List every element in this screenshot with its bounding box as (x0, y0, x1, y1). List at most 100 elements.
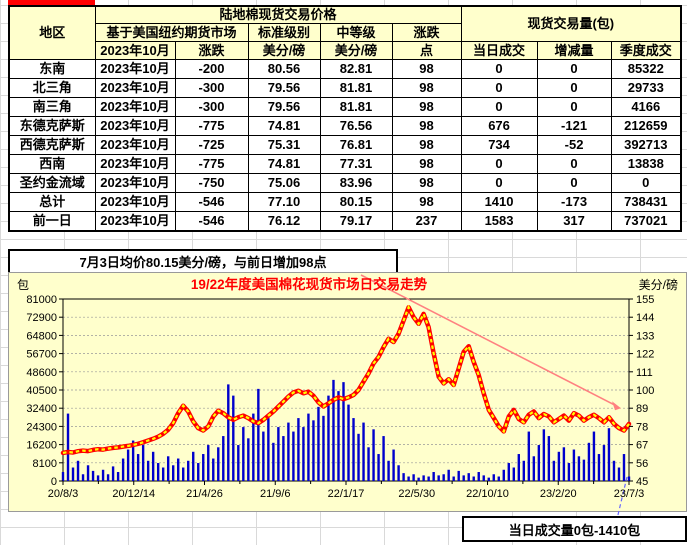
quarterly-volume-cell[interactable]: 13838 (610, 154, 682, 174)
standard-price-cell[interactable]: 77.10 (247, 192, 321, 212)
region-cell[interactable]: 前一日 (8, 211, 96, 232)
header-points[interactable]: 点 (391, 41, 462, 60)
header-middle[interactable]: 中等级 (319, 23, 393, 42)
month-cell[interactable]: 2023年10月 (94, 116, 176, 136)
month-cell[interactable]: 2023年10月 (94, 192, 176, 212)
middle-price-cell[interactable]: 81.81 (319, 97, 393, 117)
header-change[interactable]: 涨跌 (391, 23, 462, 42)
change-cell[interactable]: -300 (174, 78, 249, 98)
month-cell[interactable]: 2023年10月 (94, 154, 176, 174)
standard-price-cell[interactable]: 74.81 (247, 154, 321, 174)
change-cell[interactable]: -200 (174, 59, 249, 79)
quarterly-volume-cell[interactable]: 737021 (610, 211, 682, 232)
standard-price-cell[interactable]: 76.12 (247, 211, 321, 232)
points-cell[interactable]: 98 (391, 173, 462, 193)
points-cell[interactable]: 98 (391, 135, 462, 155)
delta-cell[interactable]: 0 (536, 97, 612, 117)
daily-volume-cell[interactable]: 734 (460, 135, 538, 155)
daily-volume-cell[interactable]: 1583 (460, 211, 538, 232)
region-cell[interactable]: 北三角 (8, 78, 96, 98)
region-cell[interactable]: 东南 (8, 59, 96, 79)
quarterly-volume-cell[interactable]: 0 (610, 173, 682, 193)
middle-price-cell[interactable]: 77.31 (319, 154, 393, 174)
month-cell[interactable]: 2023年10月 (94, 59, 176, 79)
delta-cell[interactable]: -121 (536, 116, 612, 136)
daily-volume-cell[interactable]: 676 (460, 116, 538, 136)
quarterly-volume-cell[interactable]: 29733 (610, 78, 682, 98)
chart-canvas[interactable]: 0 8100 16200 24300 32400 40500 48600 56700 64800… (9, 273, 686, 520)
points-cell[interactable]: 98 (391, 192, 462, 212)
delta-cell[interactable]: -173 (536, 192, 612, 212)
header-cents[interactable]: 美分/磅 (247, 41, 321, 60)
header-change2[interactable]: 涨跌 (174, 41, 249, 60)
quarterly-volume-cell[interactable]: 4166 (610, 97, 682, 117)
average-price-note[interactable]: 7月3日均价80.15美分/磅，与前日增加98点 (8, 249, 398, 274)
header-daily[interactable]: 当日成交 (460, 41, 538, 60)
quarterly-volume-cell[interactable]: 85322 (610, 59, 682, 79)
delta-cell[interactable]: 0 (536, 59, 612, 79)
daily-volume-cell[interactable]: 1410 (460, 192, 538, 212)
header-region[interactable]: 地区 (8, 5, 96, 60)
region-cell[interactable]: 西南 (8, 154, 96, 174)
middle-price-cell[interactable]: 82.81 (319, 59, 393, 79)
region-cell[interactable]: 圣约金流域 (8, 173, 96, 193)
daily-volume-note[interactable]: 当日成交量0包-1410包 (462, 516, 687, 542)
points-cell[interactable]: 237 (391, 211, 462, 232)
points-cell[interactable]: 98 (391, 78, 462, 98)
region-cell[interactable]: 总计 (8, 192, 96, 212)
change-cell[interactable]: -725 (174, 135, 249, 155)
cotton-trend-chart[interactable]: 0 8100 16200 24300 32400 40500 48600 56700 64800… (8, 272, 687, 520)
change-cell[interactable]: -546 (174, 192, 249, 212)
standard-price-cell[interactable]: 79.56 (247, 78, 321, 98)
points-cell[interactable]: 98 (391, 97, 462, 117)
header-month[interactable]: 2023年10月 (94, 41, 176, 60)
middle-price-cell[interactable]: 81.81 (319, 78, 393, 98)
daily-volume-cell[interactable]: 0 (460, 154, 538, 174)
change-cell[interactable]: -300 (174, 97, 249, 117)
change-cell[interactable]: -775 (174, 154, 249, 174)
month-cell[interactable]: 2023年10月 (94, 78, 176, 98)
quarterly-volume-cell[interactable]: 738431 (610, 192, 682, 212)
delta-cell[interactable]: 0 (536, 173, 612, 193)
month-cell[interactable]: 2023年10月 (94, 135, 176, 155)
delta-cell[interactable]: 0 (536, 78, 612, 98)
daily-volume-cell[interactable]: 0 (460, 59, 538, 79)
region-cell[interactable]: 东德克萨斯 (8, 116, 96, 136)
change-cell[interactable]: -750 (174, 173, 249, 193)
middle-price-cell[interactable]: 79.17 (319, 211, 393, 232)
header-cents2[interactable]: 美分/磅 (319, 41, 393, 60)
change-cell[interactable]: -546 (174, 211, 249, 232)
month-cell[interactable]: 2023年10月 (94, 211, 176, 232)
middle-price-cell[interactable]: 83.96 (319, 173, 393, 193)
header-delta[interactable]: 增减量 (536, 41, 612, 60)
header-quarterly[interactable]: 季度成交 (610, 41, 682, 60)
points-cell[interactable]: 98 (391, 154, 462, 174)
region-cell[interactable]: 南三角 (8, 97, 96, 117)
header-futures-sub[interactable]: 基于美国纽约期货市场 (94, 23, 249, 42)
standard-price-cell[interactable]: 75.06 (247, 173, 321, 193)
standard-price-cell[interactable]: 75.31 (247, 135, 321, 155)
header-volume-title[interactable]: 现货交易量(包) (460, 5, 682, 42)
daily-volume-cell[interactable]: 0 (460, 97, 538, 117)
delta-cell[interactable]: -52 (536, 135, 612, 155)
middle-price-cell[interactable]: 76.56 (319, 116, 393, 136)
standard-price-cell[interactable]: 79.56 (247, 97, 321, 117)
change-cell[interactable]: -775 (174, 116, 249, 136)
quarterly-volume-cell[interactable]: 212659 (610, 116, 682, 136)
points-cell[interactable]: 98 (391, 116, 462, 136)
middle-price-cell[interactable]: 76.81 (319, 135, 393, 155)
quarterly-volume-cell[interactable]: 392713 (610, 135, 682, 155)
month-cell[interactable]: 2023年10月 (94, 97, 176, 117)
daily-volume-cell[interactable]: 0 (460, 173, 538, 193)
delta-cell[interactable]: 0 (536, 154, 612, 174)
header-price-title[interactable]: 陆地棉现货交易价格 (94, 5, 462, 24)
points-cell[interactable]: 98 (391, 59, 462, 79)
standard-price-cell[interactable]: 80.56 (247, 59, 321, 79)
header-standard[interactable]: 标准级别 (247, 23, 321, 42)
standard-price-cell[interactable]: 74.81 (247, 116, 321, 136)
daily-volume-cell[interactable]: 0 (460, 78, 538, 98)
month-cell[interactable]: 2023年10月 (94, 173, 176, 193)
delta-cell[interactable]: 317 (536, 211, 612, 232)
middle-price-cell[interactable]: 80.15 (319, 192, 393, 212)
region-cell[interactable]: 西德克萨斯 (8, 135, 96, 155)
